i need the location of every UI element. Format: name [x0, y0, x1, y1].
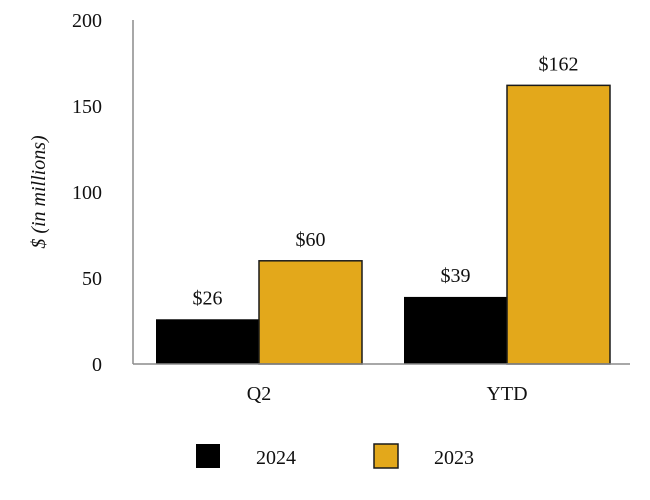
y-axis-title: $ (in millions): [28, 135, 50, 249]
y-axis-ticks: 0 50 100 150 200: [72, 10, 102, 376]
y-tick-label: 0: [92, 354, 102, 376]
y-tick-label: 100: [72, 182, 102, 204]
bar-2024-ytd: [404, 296, 507, 364]
data-label: $39: [441, 265, 471, 287]
x-axis-categories: Q2 YTD: [247, 383, 528, 405]
bars: $26 $60 $39 $162: [156, 53, 611, 365]
bar-2023-q2: [258, 260, 363, 365]
y-tick-label: 50: [82, 268, 102, 290]
data-label: $26: [193, 287, 223, 309]
x-category-label: YTD: [486, 383, 527, 405]
legend-swatch-2024: [196, 444, 220, 468]
data-label: $162: [539, 53, 579, 75]
bar-2023-ytd: [506, 84, 611, 365]
legend: 2024 2023: [196, 443, 474, 469]
legend-swatch-2023: [373, 443, 399, 469]
y-tick-label: 150: [72, 96, 102, 118]
bar-2024-q2: [156, 319, 259, 364]
data-label: $60: [296, 229, 326, 251]
legend-label-2024: 2024: [256, 447, 296, 469]
legend-label-2023: 2023: [434, 447, 474, 469]
y-tick-label: 200: [72, 10, 102, 32]
x-category-label: Q2: [247, 383, 271, 405]
